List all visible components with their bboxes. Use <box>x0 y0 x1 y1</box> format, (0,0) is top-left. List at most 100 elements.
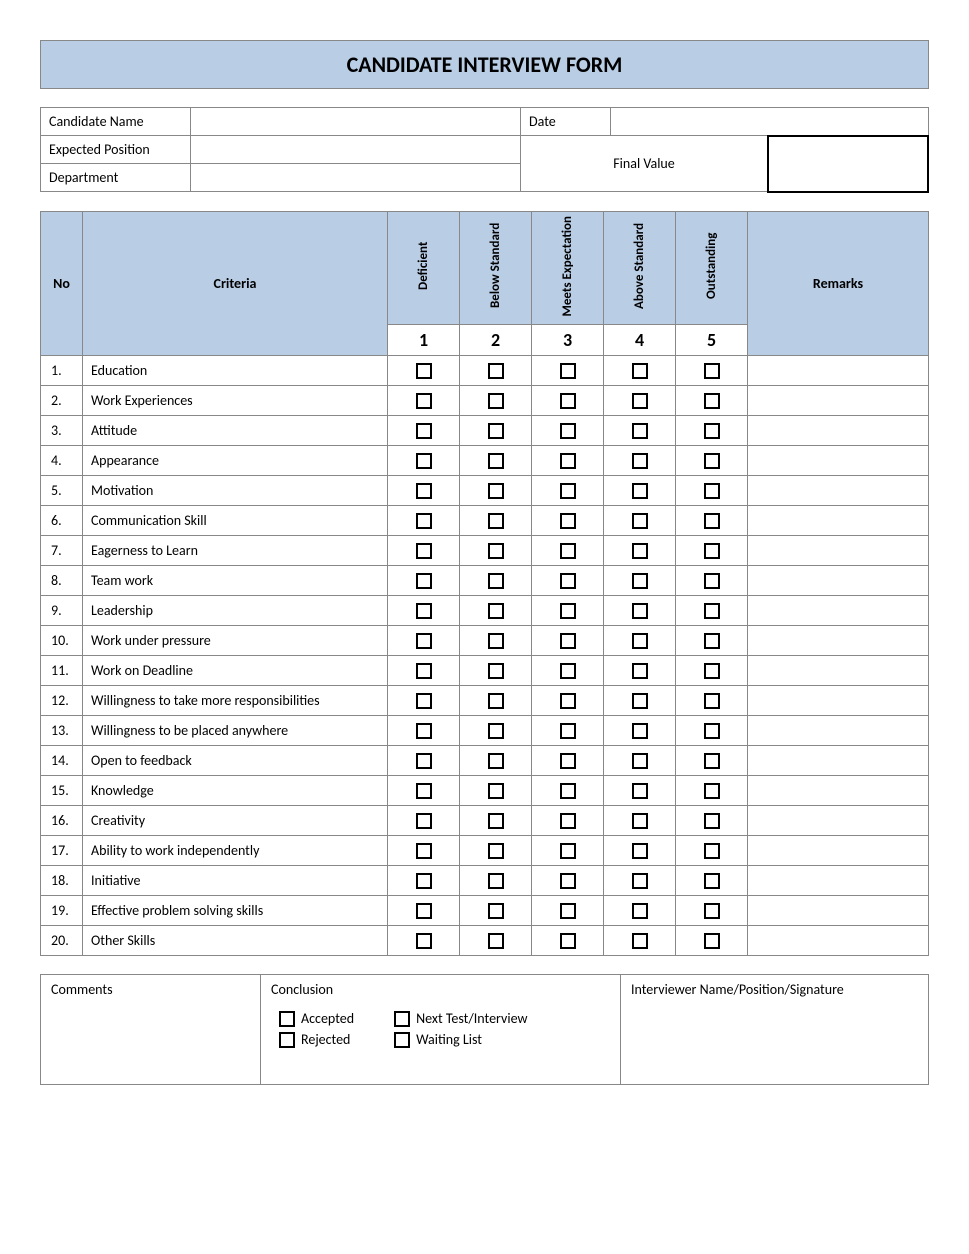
checkbox-icon[interactable] <box>704 633 720 649</box>
checkbox-icon[interactable] <box>560 393 576 409</box>
checkbox-icon[interactable] <box>632 663 648 679</box>
rating-checkbox-cell[interactable] <box>676 566 748 596</box>
checkbox-icon[interactable] <box>560 363 576 379</box>
checkbox-icon[interactable] <box>704 543 720 559</box>
checkbox-icon[interactable] <box>560 783 576 799</box>
criteria-remarks[interactable] <box>748 806 929 836</box>
criteria-remarks[interactable] <box>748 566 929 596</box>
rating-checkbox-cell[interactable] <box>676 386 748 416</box>
checkbox-icon[interactable] <box>416 693 432 709</box>
checkbox-icon[interactable] <box>560 813 576 829</box>
rating-checkbox-cell[interactable] <box>388 896 460 926</box>
rating-checkbox-cell[interactable] <box>388 806 460 836</box>
checkbox-icon[interactable] <box>560 603 576 619</box>
rating-checkbox-cell[interactable] <box>604 626 676 656</box>
checkbox-icon[interactable] <box>560 513 576 529</box>
checkbox-icon[interactable] <box>560 723 576 739</box>
checkbox-icon[interactable] <box>704 603 720 619</box>
rating-checkbox-cell[interactable] <box>604 686 676 716</box>
checkbox-icon[interactable] <box>632 933 648 949</box>
rating-checkbox-cell[interactable] <box>604 566 676 596</box>
rating-checkbox-cell[interactable] <box>532 836 604 866</box>
checkbox-icon[interactable] <box>704 813 720 829</box>
checkbox-icon[interactable] <box>560 753 576 769</box>
rating-checkbox-cell[interactable] <box>388 836 460 866</box>
checkbox-icon[interactable] <box>560 453 576 469</box>
checkbox-icon[interactable] <box>632 543 648 559</box>
criteria-remarks[interactable] <box>748 536 929 566</box>
rating-checkbox-cell[interactable] <box>460 386 532 416</box>
rating-checkbox-cell[interactable] <box>532 806 604 836</box>
checkbox-icon[interactable] <box>632 423 648 439</box>
checkbox-icon[interactable] <box>560 843 576 859</box>
rating-checkbox-cell[interactable] <box>460 776 532 806</box>
rating-checkbox-cell[interactable] <box>676 656 748 686</box>
checkbox-icon[interactable] <box>704 843 720 859</box>
criteria-remarks[interactable] <box>748 896 929 926</box>
checkbox-icon[interactable] <box>632 783 648 799</box>
rating-checkbox-cell[interactable] <box>676 686 748 716</box>
rating-checkbox-cell[interactable] <box>532 866 604 896</box>
rating-checkbox-cell[interactable] <box>676 506 748 536</box>
criteria-remarks[interactable] <box>748 476 929 506</box>
rating-checkbox-cell[interactable] <box>460 866 532 896</box>
checkbox-icon[interactable] <box>632 843 648 859</box>
checkbox-icon[interactable] <box>488 423 504 439</box>
rating-checkbox-cell[interactable] <box>532 686 604 716</box>
rating-checkbox-cell[interactable] <box>460 416 532 446</box>
rating-checkbox-cell[interactable] <box>388 926 460 956</box>
checkbox-icon[interactable] <box>632 363 648 379</box>
checkbox-icon[interactable] <box>488 693 504 709</box>
checkbox-icon[interactable] <box>560 423 576 439</box>
checkbox-icon[interactable] <box>416 393 432 409</box>
checkbox-icon[interactable] <box>488 663 504 679</box>
rating-checkbox-cell[interactable] <box>388 746 460 776</box>
rating-checkbox-cell[interactable] <box>604 596 676 626</box>
rating-checkbox-cell[interactable] <box>460 686 532 716</box>
rating-checkbox-cell[interactable] <box>676 926 748 956</box>
checkbox-icon[interactable] <box>704 933 720 949</box>
checkbox-icon[interactable] <box>632 603 648 619</box>
rating-checkbox-cell[interactable] <box>388 776 460 806</box>
rating-checkbox-cell[interactable] <box>676 806 748 836</box>
rating-checkbox-cell[interactable] <box>388 386 460 416</box>
checkbox-icon[interactable] <box>488 393 504 409</box>
rating-checkbox-cell[interactable] <box>532 356 604 386</box>
rating-checkbox-cell[interactable] <box>604 446 676 476</box>
checkbox-icon[interactable] <box>416 723 432 739</box>
checkbox-icon[interactable] <box>632 513 648 529</box>
checkbox-icon[interactable] <box>560 873 576 889</box>
checkbox-icon[interactable] <box>416 483 432 499</box>
final-value-field[interactable] <box>768 136 928 192</box>
rating-checkbox-cell[interactable] <box>388 656 460 686</box>
rating-checkbox-cell[interactable] <box>676 416 748 446</box>
rating-checkbox-cell[interactable] <box>604 476 676 506</box>
rating-checkbox-cell[interactable] <box>388 866 460 896</box>
date-field[interactable] <box>611 108 929 136</box>
rating-checkbox-cell[interactable] <box>388 356 460 386</box>
rating-checkbox-cell[interactable] <box>604 926 676 956</box>
criteria-remarks[interactable] <box>748 716 929 746</box>
checkbox-icon[interactable] <box>704 873 720 889</box>
checkbox-icon[interactable] <box>488 633 504 649</box>
candidate-name-field[interactable] <box>191 108 521 136</box>
checkbox-icon[interactable] <box>632 873 648 889</box>
criteria-remarks[interactable] <box>748 386 929 416</box>
checkbox-icon[interactable] <box>488 903 504 919</box>
rating-checkbox-cell[interactable] <box>676 866 748 896</box>
checkbox-icon[interactable] <box>704 573 720 589</box>
rating-checkbox-cell[interactable] <box>388 596 460 626</box>
rating-checkbox-cell[interactable] <box>604 386 676 416</box>
rating-checkbox-cell[interactable] <box>676 356 748 386</box>
criteria-remarks[interactable] <box>748 746 929 776</box>
checkbox-icon[interactable] <box>416 753 432 769</box>
checkbox-icon[interactable] <box>560 573 576 589</box>
checkbox-icon[interactable] <box>416 453 432 469</box>
checkbox-icon[interactable] <box>416 633 432 649</box>
criteria-remarks[interactable] <box>748 926 929 956</box>
rating-checkbox-cell[interactable] <box>388 566 460 596</box>
comments-cell[interactable]: Comments <box>41 975 261 1085</box>
checkbox-icon[interactable] <box>632 483 648 499</box>
rating-checkbox-cell[interactable] <box>388 416 460 446</box>
checkbox-icon[interactable] <box>416 813 432 829</box>
